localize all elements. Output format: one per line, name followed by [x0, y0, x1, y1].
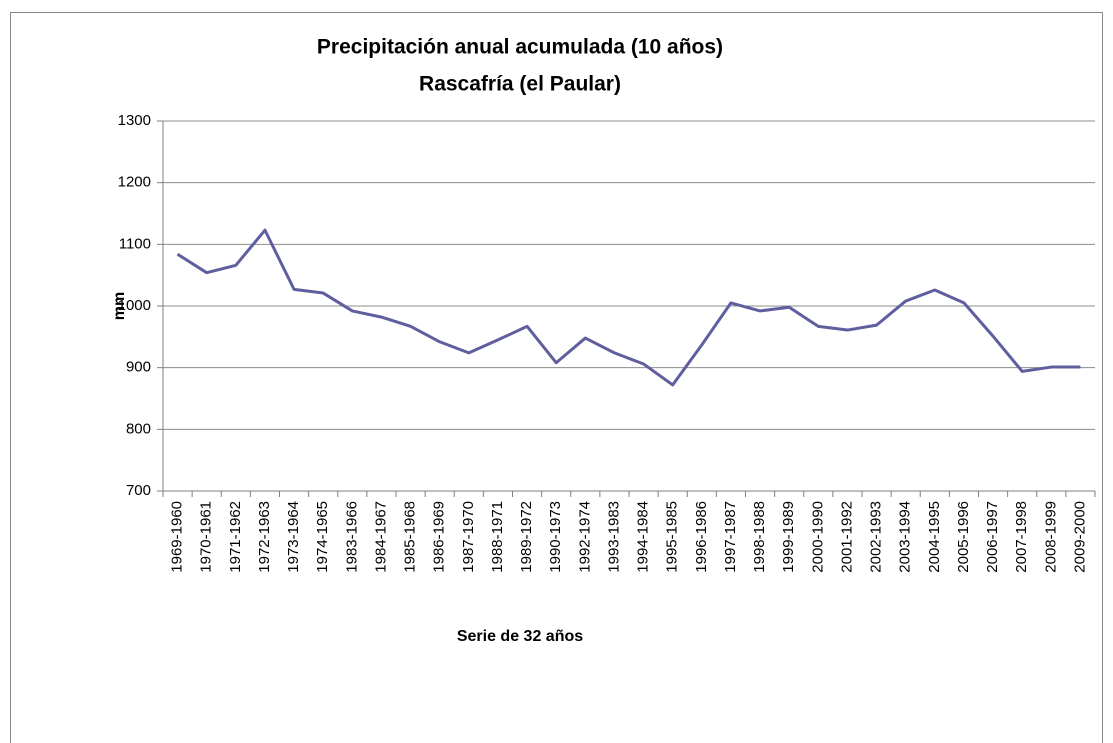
y-axis-title: mm — [111, 292, 128, 320]
x-tick-label: 2004-1995 — [926, 501, 943, 573]
x-tick-label: 1998-1988 — [751, 501, 768, 573]
chart-border — [10, 12, 1103, 743]
x-tick-label: 1972-1963 — [256, 501, 273, 573]
x-tick-label: 1971-1962 — [227, 501, 244, 573]
x-tick-label: 1989-1972 — [518, 501, 535, 573]
x-tick-label: 1993-1983 — [605, 501, 622, 573]
x-tick-label: 2006-1997 — [984, 501, 1001, 573]
x-tick-label: 2003-1994 — [897, 501, 914, 573]
x-tick-label: 1999-1989 — [780, 501, 797, 573]
x-tick-label: 1992-1974 — [576, 501, 593, 573]
x-tick-label: 2000-1990 — [809, 501, 826, 573]
x-tick-label: 1985-1968 — [402, 501, 419, 573]
x-tick-label: 2001-1992 — [838, 501, 855, 573]
x-tick-label: 1990-1973 — [547, 501, 564, 573]
x-tick-label: 1994-1984 — [635, 501, 652, 573]
x-axis-title: Serie de 32 años — [457, 628, 583, 645]
x-tick-label: 2002-1993 — [868, 501, 885, 573]
x-tick-label: 1995-1985 — [664, 501, 681, 573]
x-tick-label: 1987-1970 — [460, 501, 477, 573]
x-tick-label: 1988-1971 — [489, 501, 506, 573]
chart-subtitle: Rascafría (el Paular) — [419, 73, 621, 96]
x-tick-label: 1997-1987 — [722, 501, 739, 573]
x-tick-label: 1996-1986 — [693, 501, 710, 573]
x-tick-label: 1986-1969 — [431, 501, 448, 573]
y-tick-label: 900 — [126, 359, 151, 376]
chart-title: Precipitación anual acumulada (10 años) — [317, 36, 723, 59]
x-tick-label: 2007-1998 — [1013, 501, 1030, 573]
x-tick-label: 2009-2000 — [1071, 501, 1088, 573]
x-tick-label: 1970-1961 — [198, 501, 215, 573]
x-tick-label: 2005-1996 — [955, 501, 972, 573]
x-tick-label: 1984-1967 — [372, 501, 389, 573]
x-tick-label: 1983-1966 — [343, 501, 360, 573]
x-tick-label: 1974-1965 — [314, 501, 331, 573]
x-tick-label: 1973-1964 — [285, 501, 302, 573]
y-tick-label: 1300 — [118, 112, 151, 129]
data-line — [176, 228, 1081, 387]
y-tick-label: 1000 — [118, 297, 151, 314]
y-tick-label: 1100 — [119, 235, 151, 252]
x-tick-label: 2008-1999 — [1042, 501, 1059, 573]
y-tick-label: 1200 — [118, 174, 151, 191]
x-tick-label: 1969-1960 — [169, 501, 186, 573]
y-tick-label: 800 — [126, 420, 151, 437]
y-tick-label: 700 — [126, 482, 151, 499]
